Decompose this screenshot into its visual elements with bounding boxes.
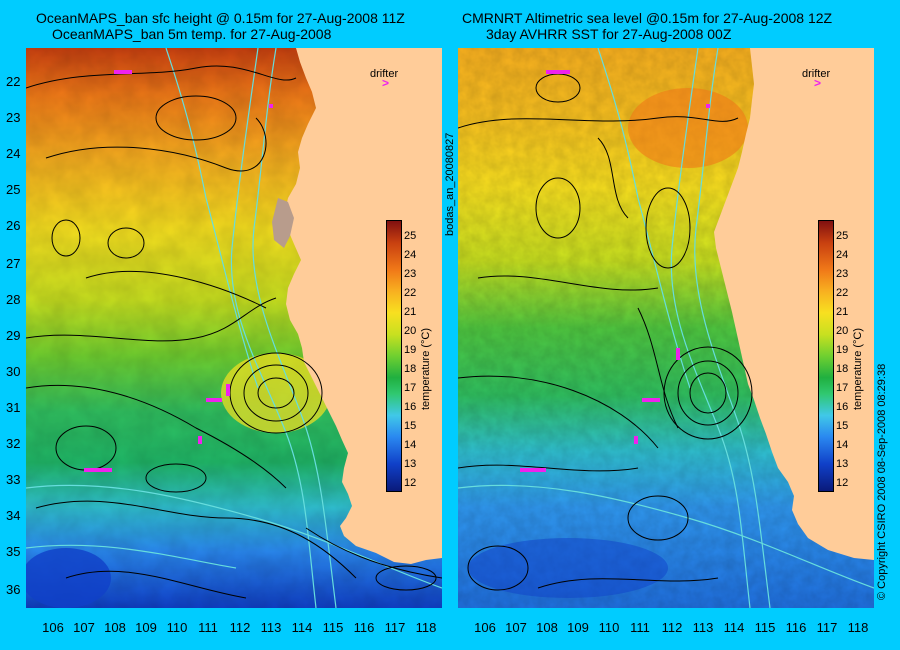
right-drifter-label: drifter: [802, 68, 831, 80]
colorbar-tick: 21: [836, 306, 849, 318]
right-map-panel: [458, 48, 874, 608]
right-colorbar-label: temperature (°C): [852, 327, 864, 410]
colorbar-tick: 25: [404, 230, 417, 242]
colorbar-tick: 19: [836, 344, 849, 356]
right-drifter-arrow-icon: >: [814, 76, 822, 90]
left-colorbar-label: temperature (°C): [420, 327, 432, 410]
y-tick: 26: [6, 218, 21, 233]
colorbar-tick: 13: [836, 458, 849, 470]
x-tick: 118: [847, 620, 869, 635]
y-tick: 31: [6, 400, 21, 415]
colorbar-tick: 15: [404, 420, 417, 432]
y-tick: 29: [6, 328, 21, 343]
y-tick: 34: [6, 508, 21, 523]
y-tick: 35: [6, 544, 21, 559]
x-tick: 113: [260, 620, 282, 635]
left-contours: [26, 65, 442, 599]
x-tick: 116: [785, 620, 807, 635]
y-tick: 28: [6, 292, 21, 307]
colorbar-tick: 20: [836, 325, 849, 337]
x-tick: 107: [505, 620, 527, 635]
colorbar-tick: 25: [836, 230, 849, 242]
left-map-panel: [26, 48, 442, 608]
x-tick: 111: [198, 620, 218, 635]
y-tick: 30: [6, 364, 21, 379]
left-drifter-label: drifter: [370, 68, 399, 80]
colorbar-tick: 12: [404, 477, 417, 489]
x-tick: 115: [322, 620, 344, 635]
x-tick: 110: [598, 620, 620, 635]
x-tick: 110: [166, 620, 188, 635]
right-land: [714, 48, 874, 560]
x-tick: 114: [291, 620, 313, 635]
copyright-label: © Copyright CSIRO 2008 08-Sep-2008 08:29…: [876, 363, 888, 600]
colorbar-tick: 24: [404, 249, 417, 261]
y-tick: 32: [6, 436, 21, 451]
y-tick: 33: [6, 472, 21, 487]
x-tick: 116: [353, 620, 375, 635]
right-title-line1: CMRNRT Altimetric sea level @0.15m for 2…: [462, 10, 833, 26]
colorbar-tick: 21: [404, 306, 417, 318]
left-colorbar: [386, 220, 402, 492]
colorbar-tick: 22: [404, 287, 417, 299]
colorbar-tick: 12: [836, 477, 849, 489]
x-tick: 107: [73, 620, 95, 635]
right-bathymetry: [458, 48, 874, 608]
left-land: [284, 48, 442, 564]
y-tick: 36: [6, 582, 21, 597]
left-warm-eddy: [221, 353, 331, 433]
x-tick: 113: [692, 620, 714, 635]
left-drifter-arrow-icon: >: [382, 76, 390, 90]
y-tick: 25: [6, 182, 21, 197]
x-tick: 111: [630, 620, 650, 635]
x-tick: 117: [816, 620, 838, 635]
colorbar-tick: 16: [836, 401, 849, 413]
left-map-canvas: [26, 48, 442, 608]
right-title-line2: 3day AVHRR SST for 27-Aug-2008 00Z: [486, 26, 732, 42]
colorbar-tick: 13: [404, 458, 417, 470]
x-tick: 108: [536, 620, 558, 635]
colorbar-tick: 18: [404, 363, 417, 375]
right-cool-patch: [468, 538, 668, 598]
right-drifter-tracks: [520, 70, 710, 472]
left-drifter-tracks: [84, 70, 273, 472]
x-tick: 117: [384, 620, 406, 635]
colorbar-tick: 24: [836, 249, 849, 261]
right-colorbar: [818, 220, 834, 492]
colorbar-tick: 20: [404, 325, 417, 337]
colorbar-tick: 19: [404, 344, 417, 356]
x-tick: 109: [135, 620, 157, 635]
colorbar-tick: 23: [404, 268, 417, 280]
left-bay: [272, 198, 294, 248]
left-cool-patch: [26, 548, 111, 608]
colorbar-tick: 16: [404, 401, 417, 413]
x-tick: 106: [42, 620, 64, 635]
x-tick: 109: [567, 620, 589, 635]
x-tick: 115: [754, 620, 776, 635]
right-contours: [458, 73, 753, 591]
colorbar-tick: 14: [404, 439, 417, 451]
colorbar-tick: 17: [836, 382, 849, 394]
right-warm-patch: [628, 88, 748, 168]
colorbar-tick: 14: [836, 439, 849, 451]
left-title-line1: OceanMAPS_ban sfc height @ 0.15m for 27-…: [36, 10, 405, 26]
y-tick: 27: [6, 256, 21, 271]
x-tick: 114: [723, 620, 745, 635]
left-title-line2: OceanMAPS_ban 5m temp. for 27-Aug-2008: [52, 26, 332, 42]
x-tick: 112: [661, 620, 683, 635]
y-tick: 24: [6, 146, 21, 161]
y-tick: 23: [6, 110, 21, 125]
right-map-canvas: [458, 48, 874, 608]
colorbar-tick: 17: [404, 382, 417, 394]
center-run-label: bodas_an_20080827: [444, 132, 456, 236]
colorbar-tick: 15: [836, 420, 849, 432]
x-tick: 108: [104, 620, 126, 635]
y-tick: 22: [6, 74, 21, 89]
colorbar-tick: 22: [836, 287, 849, 299]
x-tick: 112: [229, 620, 251, 635]
x-tick: 106: [474, 620, 496, 635]
colorbar-tick: 23: [836, 268, 849, 280]
colorbar-tick: 18: [836, 363, 849, 375]
x-tick: 118: [415, 620, 437, 635]
